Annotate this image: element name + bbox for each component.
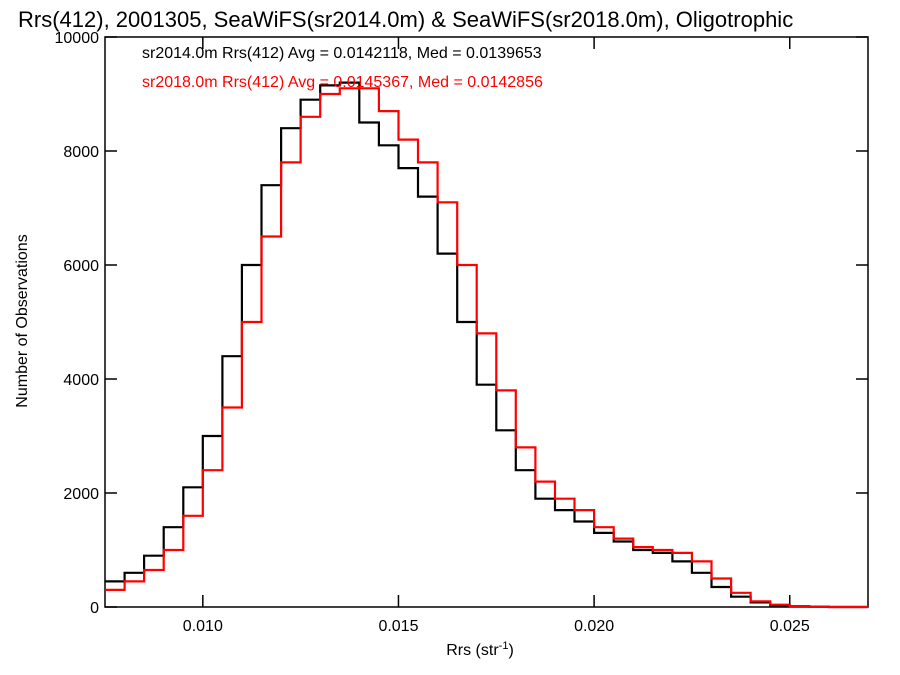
x-tick-label: 0.015 — [378, 618, 418, 635]
plot-frame — [104, 36, 869, 608]
y-tick-label: 2000 — [63, 486, 99, 503]
y-axis-label: Number of Observations — [14, 234, 31, 407]
y-axis: 0 2000 4000 6000 8000 10000 — [55, 30, 868, 617]
y-tick-label: 4000 — [63, 372, 99, 389]
x-tick-label: 0.020 — [574, 618, 614, 635]
x-axis-label-text: Rrs (str — [446, 642, 499, 659]
x-axis-label-close: ) — [508, 642, 513, 659]
annotation-line-1: sr2014.0m Rrs(412) Avg = 0.0142118, Med … — [142, 45, 542, 62]
legend-annotations: sr2014.0m Rrs(412) Avg = 0.0142118, Med … — [142, 45, 543, 91]
x-axis-label-superscript: -1 — [499, 640, 509, 652]
series-line-1 — [105, 81, 868, 609]
x-axis-label: Rrs (str-1) — [446, 640, 514, 659]
y-tick-label: 0 — [90, 600, 99, 617]
series-group — [105, 81, 868, 609]
annotation-line-2: sr2018.0m Rrs(412) Avg = 0.0145367, Med … — [142, 74, 543, 91]
y-tick-label: 6000 — [63, 258, 99, 275]
x-tick-label: 0.025 — [770, 618, 810, 635]
y-tick-label: 8000 — [63, 144, 99, 161]
series-line-2 — [105, 87, 868, 609]
x-axis: 0.010 0.015 0.020 0.025 — [183, 37, 810, 635]
chart-title: Rrs(412), 2001305, SeaWiFS(sr2014.0m) & … — [18, 7, 793, 32]
y-tick-label: 10000 — [55, 30, 100, 47]
x-tick-label: 0.010 — [183, 618, 223, 635]
